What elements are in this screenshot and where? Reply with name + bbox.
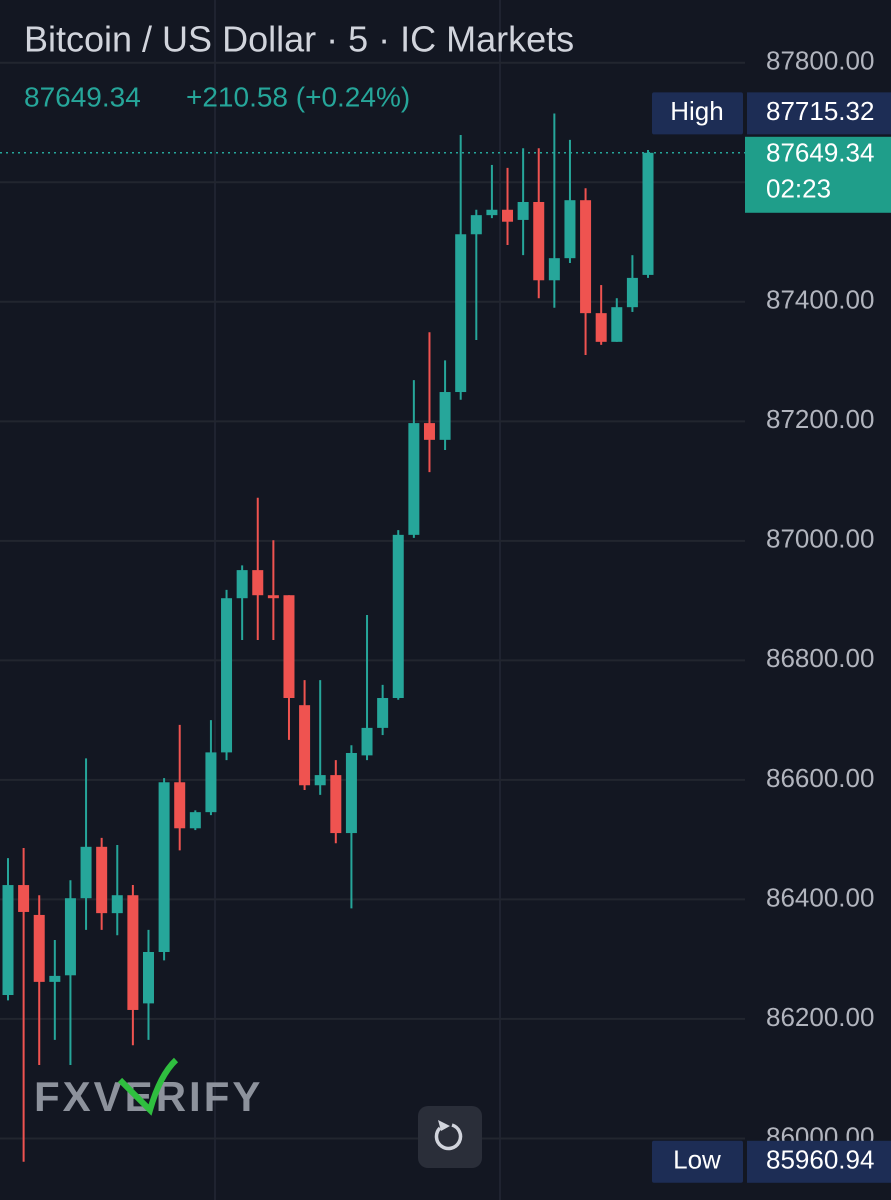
candle-body <box>408 423 420 535</box>
reset-icon[interactable] <box>434 1123 463 1151</box>
watermark: FXVERIFY <box>34 1057 263 1120</box>
candle-body <box>423 423 435 440</box>
y-tick-label: 87800.00 <box>766 46 874 76</box>
candle-body <box>33 914 45 982</box>
candle-body <box>345 752 357 834</box>
low-value: 85960.94 <box>766 1145 874 1175</box>
y-tick-label: 86800.00 <box>766 643 874 673</box>
candle-body <box>221 598 233 753</box>
candle-body <box>611 307 623 342</box>
candle-body <box>64 898 76 976</box>
candle-body <box>96 846 108 914</box>
last-price-tag <box>745 136 891 213</box>
watermark-swoosh <box>117 1057 179 1116</box>
candle-body <box>439 392 451 440</box>
candle-body <box>127 895 139 1010</box>
chart-title: Bitcoin / US Dollar · 5 · IC Markets <box>24 19 574 60</box>
candle-body <box>455 234 467 393</box>
high-value-bg <box>747 92 891 135</box>
price-tags: 87649.34 02:23 High 87715.32 Low 85960.94 <box>652 92 891 1183</box>
y-tick-label: 86200.00 <box>766 1002 874 1032</box>
candle-body <box>80 846 92 899</box>
high-value: 87715.32 <box>766 96 874 126</box>
reset-button-bg[interactable] <box>418 1106 482 1168</box>
grid <box>0 61 745 1140</box>
candle-body <box>564 200 576 259</box>
candle-body <box>283 595 295 699</box>
candle-body <box>299 705 311 786</box>
candle-body <box>330 775 342 834</box>
last-price-tag-label: 87649.34 <box>766 138 874 168</box>
y-tick-label: 87400.00 <box>766 285 874 315</box>
candle-body <box>626 277 638 308</box>
candle-body <box>111 895 123 914</box>
reset-icon-arrow[interactable] <box>438 1120 450 1131</box>
low-label-bg <box>652 1140 743 1183</box>
candle-body <box>361 727 373 756</box>
candle-body <box>252 570 264 596</box>
candle-body <box>595 313 607 342</box>
candle-body <box>533 201 545 281</box>
last-price: 87649.34 <box>24 81 141 112</box>
high-label-bg <box>652 92 743 135</box>
candle-body <box>189 812 201 829</box>
y-tick-label: 86400.00 <box>766 882 874 912</box>
candles <box>2 113 654 1162</box>
candle-body <box>392 534 404 699</box>
watermark-text: FXVERIFY <box>34 1073 263 1120</box>
candle-body <box>174 782 186 829</box>
candle-body <box>517 201 529 220</box>
y-tick-label: 87200.00 <box>766 404 874 434</box>
countdown-label: 02:23 <box>766 174 831 204</box>
candle-body <box>486 209 498 216</box>
candle-body <box>49 975 61 982</box>
candle-body <box>548 258 560 281</box>
candle-body <box>580 200 592 314</box>
candle-body <box>314 775 326 786</box>
low-label: Low <box>673 1145 721 1175</box>
candle-body <box>18 885 30 912</box>
low-value-bg <box>747 1140 891 1183</box>
candle-body <box>642 152 654 275</box>
reset-button[interactable] <box>418 1106 482 1168</box>
candle-body <box>470 215 482 235</box>
y-tick-label: 87000.00 <box>766 524 874 554</box>
candle-body <box>377 698 389 728</box>
candle-body <box>236 570 248 599</box>
candle-body <box>142 951 154 1004</box>
candle-body <box>2 885 14 996</box>
price-change: +210.58 (+0.24%) <box>186 81 410 112</box>
candle-body <box>158 782 170 952</box>
candle-body <box>205 752 217 813</box>
high-label: High <box>670 96 723 126</box>
y-tick-label: 86600.00 <box>766 763 874 793</box>
candle-body <box>502 209 514 222</box>
candle-body <box>267 595 279 599</box>
